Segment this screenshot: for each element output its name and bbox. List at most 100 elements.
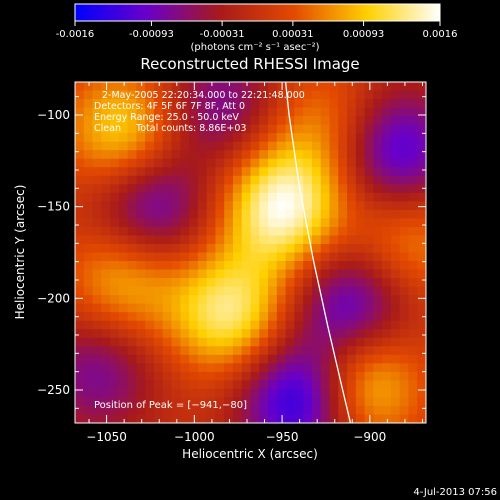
heatmap-cell — [224, 371, 234, 381]
heatmap-cell — [417, 107, 426, 117]
heatmap-cell — [118, 329, 129, 339]
heatmap-cell — [294, 252, 304, 262]
heatmap-cell — [311, 303, 322, 313]
heatmap-cell — [92, 346, 102, 356]
heatmap-cell — [224, 218, 234, 228]
heatmap-cell — [417, 414, 426, 423]
heatmap-cell — [329, 320, 339, 330]
heatmap-cell — [180, 303, 190, 313]
y-tick-label: −200 — [37, 291, 70, 305]
heatmap-cell — [329, 312, 339, 322]
heatmap-cell — [136, 90, 146, 100]
heatmap-cell — [408, 269, 418, 279]
heatmap-cell — [224, 397, 234, 407]
heatmap-cell — [232, 235, 243, 245]
heatmap-cell — [83, 192, 94, 202]
heatmap-cell — [171, 133, 181, 143]
heatmap-cell — [153, 414, 164, 423]
y-tick-label: −150 — [37, 200, 70, 214]
heatmap-cell — [75, 209, 85, 219]
heatmap-cell — [83, 388, 94, 399]
heatmap-cell — [162, 158, 173, 168]
heatmap-cell — [259, 261, 269, 271]
heatmap-cell — [311, 405, 322, 416]
heatmap-cell — [171, 184, 181, 194]
heatmap-cell — [373, 286, 383, 296]
heatmap-cell — [127, 192, 138, 202]
heatmap-cell — [347, 329, 357, 339]
heatmap-cell — [215, 303, 225, 313]
heatmap-cell — [118, 226, 129, 237]
heatmap-cell — [180, 405, 190, 416]
heatmap-cell — [303, 82, 313, 92]
heatmap-cell — [153, 226, 164, 237]
heatmap-cell — [153, 278, 164, 288]
heatmap-cell — [276, 218, 287, 228]
heatmap-cell — [153, 329, 164, 339]
heatmap-cell — [373, 82, 383, 92]
heatmap-cell — [224, 184, 234, 194]
heatmap-cell — [311, 363, 322, 373]
heatmap-cell — [145, 184, 155, 194]
heatmap-cell — [268, 337, 278, 347]
heatmap-cell — [180, 320, 190, 330]
heatmap-cell — [215, 371, 225, 381]
heatmap-cell — [232, 158, 243, 168]
heatmap-cell — [259, 235, 269, 245]
heatmap-cell — [241, 329, 252, 339]
heatmap-cell — [145, 158, 155, 168]
heatmap-cell — [311, 320, 322, 330]
heatmap-cell — [232, 218, 243, 228]
heatmap-cell — [347, 90, 357, 100]
heatmap-cell — [189, 354, 199, 364]
heatmap-cell — [329, 243, 339, 254]
heatmap-cell — [92, 90, 102, 100]
heatmap-cell — [408, 312, 418, 322]
heatmap-cell — [268, 175, 278, 185]
heatmap-cell — [110, 397, 120, 407]
heatmap-cell — [127, 167, 138, 177]
heatmap-cell — [417, 175, 426, 185]
heatmap-cell — [75, 107, 85, 117]
heatmap-cell — [390, 371, 401, 381]
heatmap-cell — [83, 329, 94, 339]
heatmap-cell — [382, 371, 392, 381]
heatmap-cell — [127, 141, 138, 151]
heatmap-cell — [259, 269, 269, 279]
heatmap-cell — [347, 167, 357, 177]
heatmap-cell — [329, 337, 339, 347]
heatmap-cell — [285, 158, 295, 168]
heatmap-cell — [364, 354, 374, 364]
heatmap-cell — [110, 243, 120, 254]
heatmap-cell — [303, 141, 313, 151]
heatmap-cell — [215, 405, 225, 416]
heatmap-cell — [408, 261, 418, 271]
heatmap-cell — [171, 175, 181, 185]
heatmap-cell — [382, 286, 392, 296]
heatmap-cell — [224, 124, 234, 134]
heatmap-cell — [347, 175, 357, 185]
heatmap-cell — [294, 192, 304, 202]
heatmap-cell — [127, 312, 138, 322]
heatmap-cell — [329, 124, 339, 134]
heatmap-cell — [118, 346, 129, 356]
heatmap-cell — [118, 235, 129, 245]
heatmap-cell — [268, 295, 278, 305]
heatmap-cell — [171, 226, 181, 237]
colorbar-tick-label: -0.00093 — [129, 29, 174, 40]
heatmap-cell — [171, 346, 181, 356]
heatmap-cell — [206, 201, 216, 211]
heatmap-cell — [136, 286, 146, 296]
heatmap-cell — [303, 354, 313, 364]
heatmap-cell — [83, 363, 94, 373]
heatmap-cell — [241, 99, 252, 109]
heatmap-cell — [197, 397, 208, 407]
heatmap-cell — [355, 380, 366, 390]
heatmap-cell — [189, 184, 199, 194]
heatmap-cell — [268, 397, 278, 407]
heatmap-cell — [390, 99, 401, 109]
heatmap-cell — [197, 286, 208, 296]
heatmap-cell — [347, 269, 357, 279]
heatmap-cell — [390, 184, 401, 194]
heatmap-cell — [294, 295, 304, 305]
